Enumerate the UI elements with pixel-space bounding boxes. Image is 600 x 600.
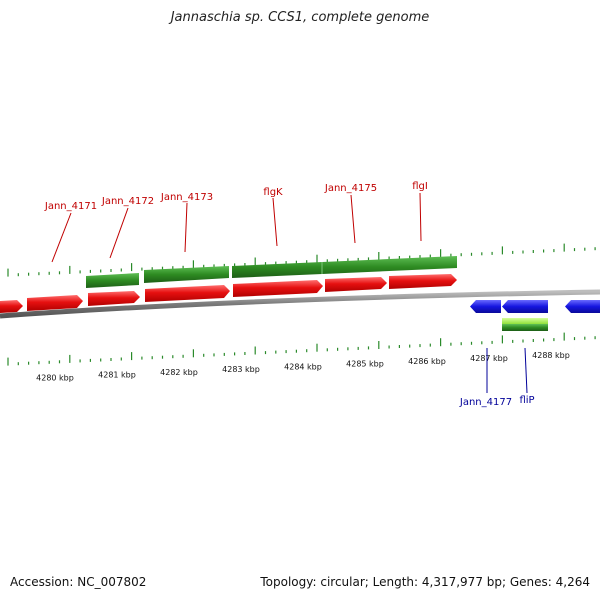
gene-label-jann-4171[interactable]: Jann_4171	[44, 201, 97, 212]
reverse-gene-labels: Jann_4177 fliP	[459, 395, 535, 408]
cds-arrow-jann-4171[interactable]	[27, 295, 83, 311]
kbp-label: 4281 kbp	[98, 371, 136, 380]
kbp-scale-labels: 4280 kbp 4281 kbp 4282 kbp 4283 kbp 4284 kbp…	[36, 351, 570, 382]
forward-cds-arrows	[0, 274, 457, 313]
reverse-cds-arrows	[470, 300, 600, 313]
cds-arrow-jann-4173[interactable]	[145, 285, 230, 302]
cds-arrow-flip[interactable]	[502, 300, 548, 313]
gene-label-flgi[interactable]: flgI	[412, 181, 428, 192]
kbp-label: 4284 kbp	[284, 362, 322, 371]
gene-label-jann-4173[interactable]: Jann_4173	[160, 192, 213, 203]
cds-arrow-flgk[interactable]	[233, 280, 323, 297]
kbp-label: 4280 kbp	[36, 374, 74, 383]
gene-bar-flgk-to-flgi[interactable]	[232, 256, 457, 278]
genome-backbone	[0, 289, 600, 319]
kbp-label: 4285 kbp	[346, 360, 384, 369]
kbp-label: 4283 kbp	[222, 365, 260, 374]
reverse-strand-ticks	[7, 332, 596, 366]
gene-bar-jann-4172[interactable]	[86, 273, 139, 288]
forward-gene-labels: Jann_4171 Jann_4172 Jann_4173 flgK Jann_…	[44, 181, 428, 212]
genome-title: Jannaschia sp. CCS1, complete genome	[170, 10, 430, 25]
gene-bar-flip[interactable]	[502, 324, 548, 331]
accession-label: Accession: NC_007802	[10, 575, 147, 589]
gene-label-jann-4175[interactable]: Jann_4175	[324, 183, 377, 194]
kbp-label: 4286 kbp	[408, 357, 446, 366]
kbp-label: 4287 kbp	[470, 354, 508, 363]
cds-arrow-partial-right[interactable]	[565, 300, 600, 313]
cds-arrow-jann-4175[interactable]	[325, 277, 387, 292]
kbp-label: 4288 kbp	[532, 351, 570, 360]
gene-label-flgk[interactable]: flgK	[263, 187, 283, 198]
gene-label-jann-4172[interactable]: Jann_4172	[101, 196, 154, 207]
gene-bar-jann-4173[interactable]	[144, 266, 229, 283]
cds-arrow-jann-4177[interactable]	[470, 300, 501, 313]
cds-arrow-jann-4172[interactable]	[88, 291, 140, 306]
gene-bar-flip-highlight[interactable]	[502, 318, 548, 324]
forward-gene-bars	[86, 256, 457, 288]
genome-stats-label: Topology: circular; Length: 4,317,977 bp…	[260, 575, 590, 589]
reverse-gene-bars	[502, 318, 548, 331]
cds-arrow-flgi[interactable]	[389, 274, 457, 289]
gene-label-jann-4177[interactable]: Jann_4177	[459, 397, 512, 408]
gene-label-flip[interactable]: fliP	[519, 395, 534, 406]
forward-strand-ticks	[7, 243, 596, 277]
kbp-label: 4282 kbp	[160, 368, 198, 377]
cds-arrow-partial-left[interactable]	[0, 300, 23, 313]
forward-label-leaders	[51, 192, 422, 263]
reverse-label-leaders	[486, 347, 528, 394]
